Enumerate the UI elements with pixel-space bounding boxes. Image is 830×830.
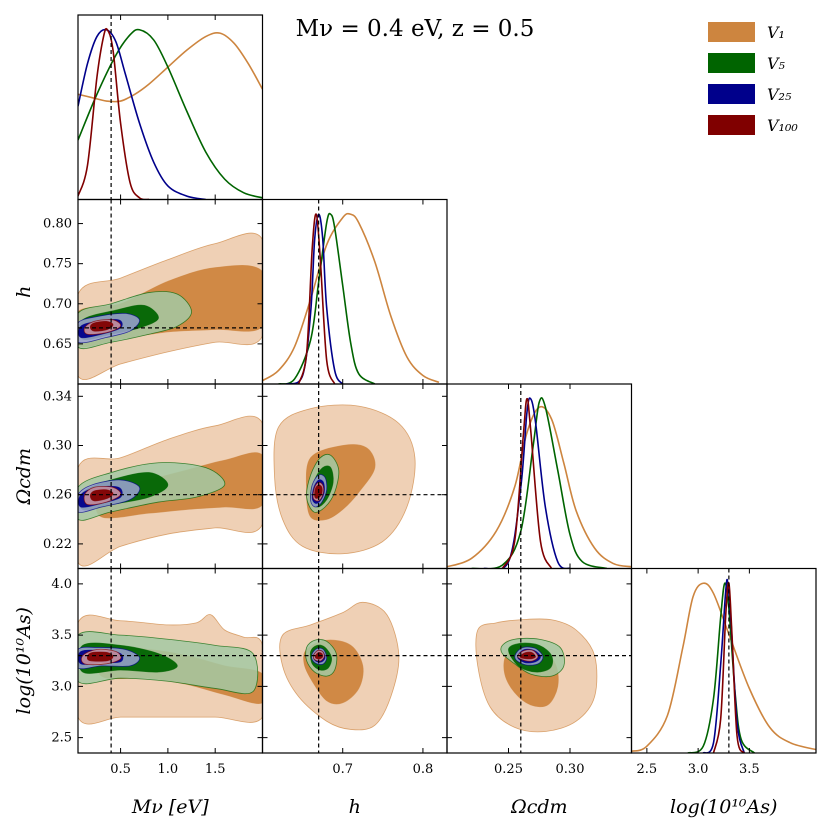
y-tick-label: 3.0 [51,679,72,694]
x-axis-label-Ocdm: Ωcdm [510,796,568,818]
diag-panel-logAs [631,568,816,753]
contour-panel-Mnu-h [78,199,263,384]
legend-swatch-V1 [708,22,755,42]
pdf-V25-Mnu [78,28,206,200]
y-tick-label: 0.26 [43,488,72,503]
y-tick-label: 3.5 [51,628,72,643]
chart-title: Mν = 0.4 eV, z = 0.5 [296,16,535,42]
x-tick-label: 0.8 [413,762,434,777]
x-axis-label-h: h [349,796,361,818]
y-axis-label-logAs: log(10¹⁰As) [13,607,35,714]
contour-panel-Mnu-logAs [78,568,263,753]
x-tick-label: 3.5 [739,762,760,777]
x-axis-label-Mnu: Mν [eV] [131,796,209,818]
legend-label-V1: V₁ [767,23,785,42]
legend: V₁ V₅ V₂₅ V₁₀₀ [708,22,798,135]
diag-panel-Mnu [78,15,263,200]
y-tick-label: 4.0 [51,577,72,592]
pdf-V25-h [286,213,344,384]
y-tick-label: 0.30 [43,439,72,454]
legend-label-V100: V₁₀₀ [767,116,798,135]
y-tick-label: 0.75 [43,257,72,272]
x-tick-label: 0.25 [494,762,523,777]
y-tick-label: 0.22 [43,537,72,552]
x-tick-label: 0.7 [332,762,353,777]
y-tick-label: 0.70 [43,297,72,312]
legend-swatch-V100 [708,115,755,135]
x-tick-label: 3.0 [688,762,709,777]
pdf-V5-logAs [687,582,756,753]
panel-frame [630,567,817,754]
legend-swatch-V5 [708,53,755,73]
contour-panel-h-Ocdm [262,384,447,569]
y-tick-label: 0.80 [43,217,72,232]
pdf-V1-Ocdm [447,405,632,568]
legend-label-V5: V₅ [767,54,786,73]
contour-V100-inner [86,651,114,662]
pdf-V100-Mnu [78,27,150,200]
pdf-V5-Mnu [78,28,263,199]
y-axis-label-Ocdm: Ωcdm [13,448,35,506]
contour-panel-h-logAs [262,568,447,753]
x-axis-label-logAs: log(10¹⁰As) [670,796,777,818]
x-tick-label: 1.0 [158,762,179,777]
y-axis-label-h: h [13,286,35,298]
pdf-V100-Ocdm [501,397,553,569]
diag-panel-Ocdm [447,384,632,569]
pdf-V100-h [297,213,336,384]
panels: 0.5 1.0 1.5 Mν [eV] 0.7 0.8 h 0.25 0.30 Ωcdm 2.5 3.… [13,14,817,818]
x-tick-label: 1.5 [205,762,226,777]
panel-frame [446,383,633,570]
contour-panel-Mnu-Ocdm [78,384,263,569]
x-tick-label: 0.5 [110,762,131,777]
y-tick-label: 2.5 [51,731,72,746]
y-tick-label: 0.34 [43,389,72,404]
x-tick-label: 2.5 [637,762,658,777]
contour-V100-inner [89,320,114,332]
pdf-V1-logAs [631,582,816,753]
pdf-V25-Ocdm [483,397,571,569]
x-tick-label: 0.30 [556,762,585,777]
contour-panel-Ocdm-logAs [447,568,632,753]
pdf-V1-h [262,212,440,384]
pdf-V1-Mnu [78,32,263,103]
diag-panel-h [262,199,440,384]
y-tick-label: 0.65 [43,337,72,352]
legend-label-V25: V₂₅ [767,85,792,104]
panel-frame [77,14,264,201]
legend-swatch-V25 [708,84,755,104]
pdf-V5-Ocdm [471,397,608,569]
